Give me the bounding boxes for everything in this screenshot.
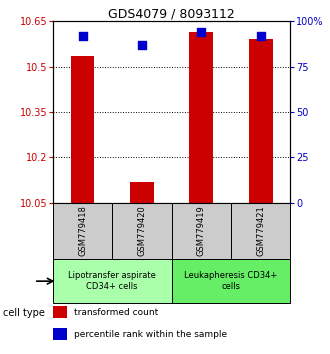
Bar [172, 203, 231, 259]
Bar [53, 306, 67, 319]
Bar [53, 203, 112, 259]
Text: GSM779421: GSM779421 [256, 206, 265, 256]
Text: transformed count: transformed count [74, 308, 158, 317]
Text: GSM779419: GSM779419 [197, 206, 206, 256]
Bar [189, 32, 213, 203]
Text: GSM779420: GSM779420 [137, 206, 147, 256]
Point [258, 33, 263, 39]
Text: GSM779418: GSM779418 [78, 206, 87, 257]
Text: Leukapheresis CD34+
cells: Leukapheresis CD34+ cells [184, 272, 278, 291]
Text: percentile rank within the sample: percentile rank within the sample [74, 330, 227, 339]
Bar [172, 259, 290, 303]
Text: cell type: cell type [3, 308, 45, 318]
Bar [71, 56, 94, 203]
Point [139, 42, 145, 48]
Title: GDS4079 / 8093112: GDS4079 / 8093112 [108, 7, 235, 20]
Point [80, 33, 85, 39]
Bar [231, 203, 290, 259]
Bar [53, 328, 67, 340]
Bar [53, 259, 172, 303]
Bar [249, 39, 273, 203]
Point [199, 29, 204, 35]
Bar [112, 203, 172, 259]
Text: Lipotransfer aspirate
CD34+ cells: Lipotransfer aspirate CD34+ cells [68, 272, 156, 291]
Bar [130, 182, 154, 203]
